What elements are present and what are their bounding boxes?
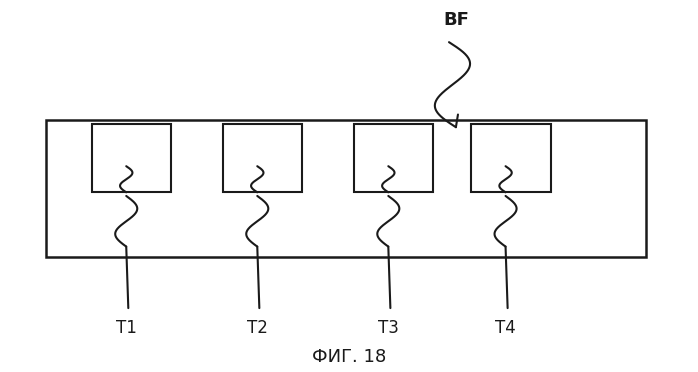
- Bar: [223, 124, 302, 192]
- Bar: [471, 124, 551, 192]
- Bar: [354, 124, 433, 192]
- Text: ФИГ. 18: ФИГ. 18: [312, 348, 386, 366]
- Text: T4: T4: [495, 319, 516, 337]
- Text: T2: T2: [247, 319, 268, 337]
- Text: BF: BF: [443, 12, 469, 29]
- Bar: [45, 120, 646, 257]
- Text: T3: T3: [378, 319, 399, 337]
- Text: T1: T1: [116, 319, 137, 337]
- Bar: [92, 124, 172, 192]
